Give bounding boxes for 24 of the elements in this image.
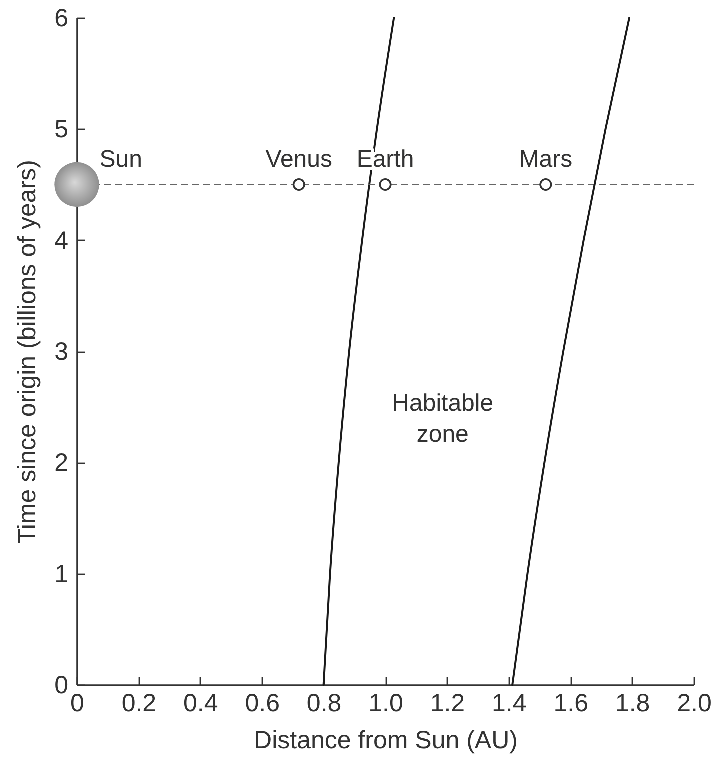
x-tick-label: 2.0 [677, 690, 712, 718]
y-tick-label: 1 [54, 560, 68, 588]
x-tick-label: 1.2 [430, 690, 466, 718]
x-tick-label: 1.8 [615, 690, 650, 718]
x-axis-title: Distance from Sun (AU) [254, 726, 518, 754]
y-tick-label: 3 [54, 338, 68, 366]
y-tick-label: 5 [54, 116, 68, 144]
annotation: Habitable zone [392, 390, 494, 448]
x-tick-label: 0.6 [245, 690, 280, 718]
series-label: Venus [266, 146, 332, 173]
line-series [512, 17, 631, 686]
x-tick-label: 0.8 [306, 690, 342, 718]
x-tick-label: 1.4 [492, 690, 527, 718]
y-tick-label: 2 [54, 449, 68, 478]
x-tick-label: 1.6 [554, 690, 588, 718]
x-tick-label: 0.4 [184, 690, 218, 718]
y-tick-label: 6 [54, 4, 68, 32]
series-label: Mars [519, 146, 573, 173]
series-label: Sun [100, 146, 142, 173]
y-tick-label: 0 [54, 672, 68, 700]
y-tick-label: 4 [54, 226, 69, 255]
x-tick-label: 0.2 [122, 690, 157, 718]
y-axis-title: Time since origin (billions of years) [14, 160, 42, 544]
x-tick-label: 1.0 [368, 690, 404, 718]
